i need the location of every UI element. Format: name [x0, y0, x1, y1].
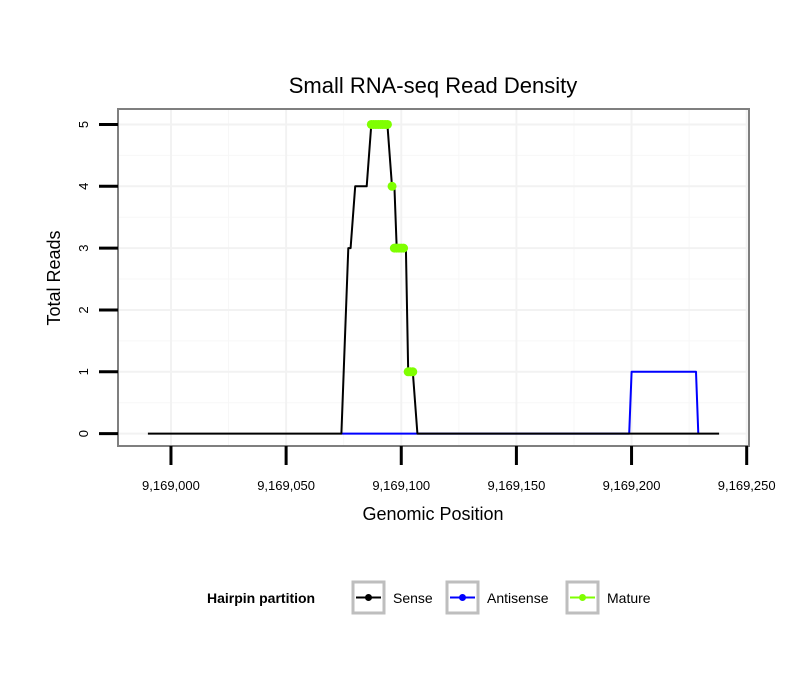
y-axis-label: Total Reads — [44, 230, 64, 325]
chart-title: Small RNA-seq Read Density — [289, 73, 578, 98]
data-point-mature — [382, 119, 392, 129]
x-axis: 9,169,000 9,169,050 9,169,100 9,169,150 9,16… — [142, 446, 776, 493]
y-tick-label: 1 — [76, 368, 91, 375]
x-axis-label: Genomic Position — [362, 504, 503, 524]
x-tick-label: 9,169,150 — [487, 478, 545, 493]
legend-entry-antisense: Antisense — [445, 580, 549, 615]
legend: Hairpin partition Sense Antisense Mature — [207, 580, 651, 615]
legend-label-antisense: Antisense — [487, 590, 549, 606]
legend-title: Hairpin partition — [207, 590, 315, 606]
legend-entry-mature: Mature — [565, 580, 651, 615]
legend-key-point — [579, 594, 586, 601]
legend-key-point — [365, 594, 372, 601]
x-tick-label: 9,169,200 — [603, 478, 661, 493]
y-tick-label: 2 — [76, 306, 91, 313]
data-point-mature — [408, 367, 418, 377]
data-point-mature — [387, 181, 397, 191]
y-tick-label: 3 — [76, 245, 91, 252]
legend-entry-sense: Sense — [351, 580, 433, 615]
x-tick-label: 9,169,000 — [142, 478, 200, 493]
legend-label-sense: Sense — [393, 590, 433, 606]
data-point-mature — [399, 243, 409, 253]
plot-panel — [117, 108, 750, 447]
panel-border — [117, 108, 750, 447]
series-layer — [147, 119, 720, 435]
y-tick-label: 5 — [76, 121, 91, 128]
legend-label-mature: Mature — [607, 590, 651, 606]
y-axis: 0 1 2 3 4 5 — [76, 121, 118, 437]
y-tick-label: 0 — [76, 430, 91, 437]
legend-key-point — [459, 594, 466, 601]
x-tick-label: 9,169,050 — [257, 478, 315, 493]
x-tick-label: 9,169,100 — [372, 478, 430, 493]
y-tick-label: 4 — [76, 183, 91, 190]
x-tick-label: 9,169,250 — [718, 478, 776, 493]
